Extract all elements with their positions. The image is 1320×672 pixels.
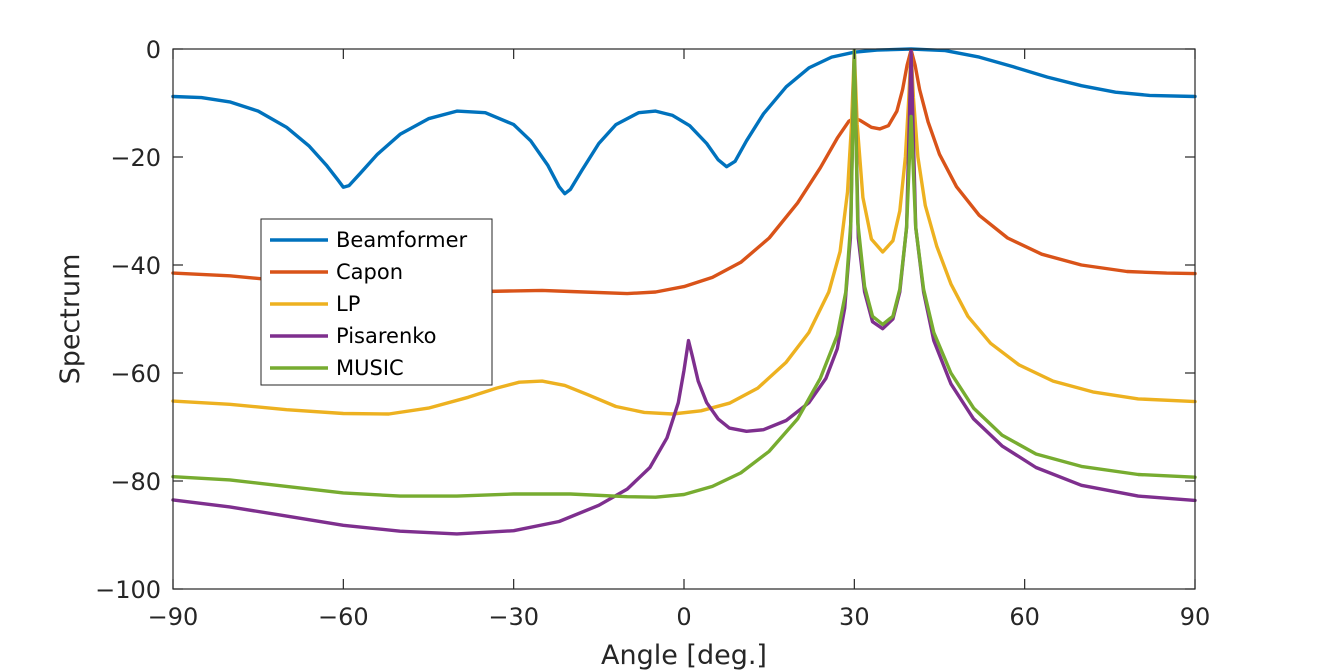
- y-tick-label: −100: [95, 576, 161, 604]
- legend-label-lp: LP: [336, 292, 360, 316]
- y-tick-label: −60: [110, 360, 161, 388]
- legend-label-music: MUSIC: [336, 356, 404, 380]
- legend-box: [260, 218, 493, 386]
- y-tick-label: −20: [110, 144, 161, 172]
- y-axis-label: Spectrum: [55, 254, 86, 385]
- x-tick-label: 90: [1180, 603, 1211, 631]
- tick-layer: −90 −60 −30 0 30 60 90 0 −20 −40 −60 −80 −100: [95, 36, 1210, 631]
- x-tick-label: −90: [148, 603, 199, 631]
- series-line-music: [171, 48, 1197, 499]
- legend-label-beamformer: Beamformer: [336, 228, 468, 252]
- y-tick-label: −80: [110, 468, 161, 496]
- series-line-lp: [171, 48, 1197, 416]
- legend-label-capon: Capon: [336, 260, 403, 284]
- x-tick-label: −30: [488, 603, 539, 631]
- y-tick-label: 0: [146, 36, 161, 64]
- x-axis-label: Angle [deg.]: [601, 640, 767, 671]
- x-tick-label: 30: [839, 603, 870, 631]
- y-tick-label: −40: [110, 252, 161, 280]
- x-tick-label: 60: [1009, 603, 1040, 631]
- legend-label-pisarenko: Pisarenko: [336, 324, 437, 348]
- legend: Beamformer Capon LP Pisarenko MUSIC: [260, 218, 493, 386]
- x-tick-label: 0: [676, 603, 691, 631]
- x-tick-label: −60: [318, 603, 369, 631]
